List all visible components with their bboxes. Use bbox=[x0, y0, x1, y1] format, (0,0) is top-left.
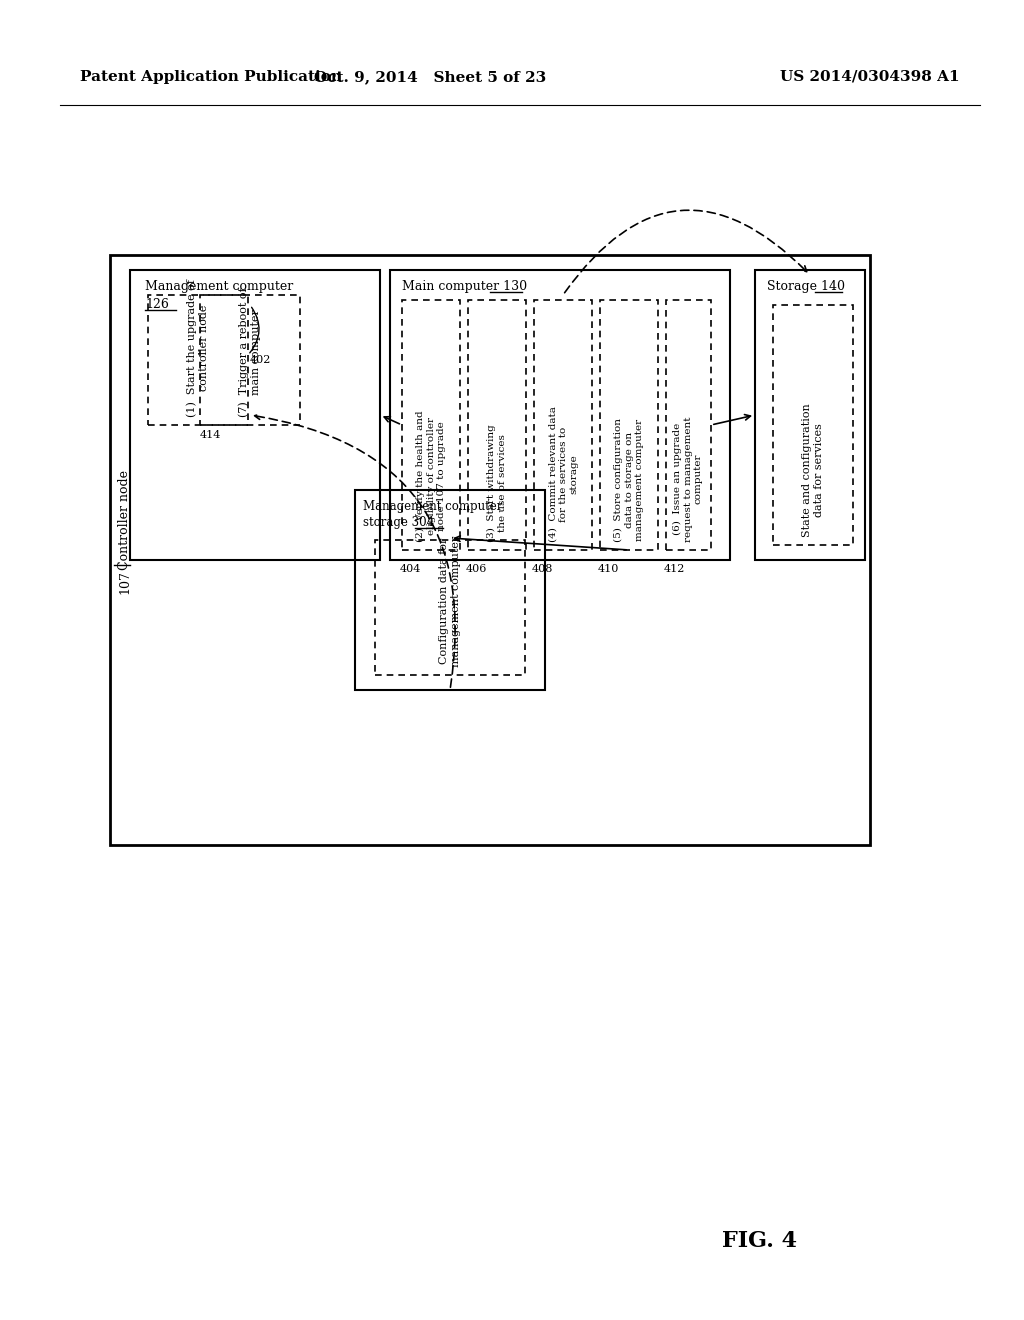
Text: Configuration data for
management computer: Configuration data for management comput… bbox=[439, 536, 461, 667]
Bar bbox=[110, 255, 870, 845]
Text: storage 304: storage 304 bbox=[362, 516, 434, 529]
Text: 126: 126 bbox=[145, 298, 169, 312]
Text: 406: 406 bbox=[466, 564, 487, 574]
Text: 404: 404 bbox=[400, 564, 421, 574]
Bar bbox=[130, 271, 380, 560]
Text: (1)  Start the upgrade of
controller node: (1) Start the upgrade of controller node bbox=[187, 279, 209, 417]
Text: 412: 412 bbox=[664, 564, 685, 574]
Bar bbox=[755, 271, 865, 560]
Bar bbox=[375, 540, 525, 675]
Bar bbox=[468, 300, 526, 550]
Text: 402: 402 bbox=[250, 355, 271, 366]
Text: (6)  Issue an upgrade
request to management
computer: (6) Issue an upgrade request to manageme… bbox=[673, 417, 702, 543]
Bar bbox=[390, 271, 730, 560]
Text: (7)  Trigger a reboot of
main computer: (7) Trigger a reboot of main computer bbox=[239, 288, 261, 417]
Text: Patent Application Publication: Patent Application Publication bbox=[80, 70, 342, 84]
Text: 414: 414 bbox=[200, 430, 221, 440]
Text: 408: 408 bbox=[532, 564, 553, 574]
Text: Storage 140: Storage 140 bbox=[767, 280, 845, 293]
Bar bbox=[600, 300, 658, 550]
Text: Main computer 130: Main computer 130 bbox=[402, 280, 527, 293]
Text: (2)  Verify the health and
eligibility of controller
node 107 to upgrade: (2) Verify the health and eligibility of… bbox=[416, 411, 446, 543]
Bar bbox=[773, 305, 853, 545]
Bar bbox=[666, 300, 711, 550]
Text: (3)  Start withdrawing
the use of services: (3) Start withdrawing the use of service… bbox=[487, 424, 507, 543]
Text: Management computer: Management computer bbox=[362, 500, 503, 513]
Text: Oct. 9, 2014   Sheet 5 of 23: Oct. 9, 2014 Sheet 5 of 23 bbox=[314, 70, 546, 84]
Text: FIG. 4: FIG. 4 bbox=[723, 1230, 798, 1251]
Text: 410: 410 bbox=[598, 564, 620, 574]
Bar bbox=[534, 300, 592, 550]
Text: 107: 107 bbox=[118, 570, 131, 594]
Text: Controller node: Controller node bbox=[118, 470, 131, 570]
Text: US 2014/0304398 A1: US 2014/0304398 A1 bbox=[780, 70, 961, 84]
Bar bbox=[200, 294, 300, 425]
Bar bbox=[355, 490, 545, 690]
Bar bbox=[402, 300, 460, 550]
Bar bbox=[148, 294, 248, 425]
Text: (5)  Store configuration
data to storage on
management computer: (5) Store configuration data to storage … bbox=[614, 418, 644, 543]
Text: (4)  Commit relevant data
for the services to
storage: (4) Commit relevant data for the service… bbox=[548, 407, 578, 543]
Text: Management computer: Management computer bbox=[145, 280, 293, 293]
Text: State and configuration
data for services: State and configuration data for service… bbox=[802, 403, 823, 537]
